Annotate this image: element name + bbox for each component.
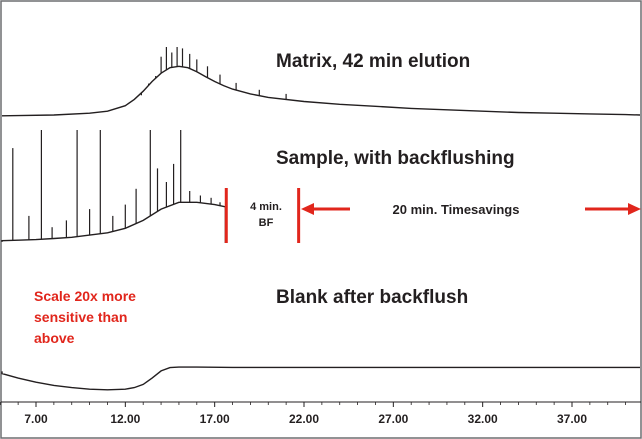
x-tick-label-3: 22.00 (289, 412, 319, 426)
scale-note-line-2: sensitive than (34, 309, 127, 325)
series-label-blank: Blank after backflush (276, 287, 468, 308)
traces (1, 47, 641, 391)
scale-note-line-1: Scale 20x more (34, 288, 136, 304)
bf-duration-label: 4 min. (250, 201, 282, 213)
x-tick-label-0: 7.00 (24, 412, 48, 426)
x-axis: 7.00 12.00 17.00 22.00 27.00 32.00 37.00 (0, 401, 641, 426)
trace-sample (1, 201, 227, 243)
x-tick-label-5: 32.00 (468, 412, 498, 426)
x-tick-label-1: 12.00 (110, 412, 140, 426)
backflush-annotation: 4 min. BF (224, 188, 301, 243)
timesavings-arrow-right-head (628, 203, 641, 215)
timesavings-annotation: 20 min. Timesavings (301, 202, 641, 217)
x-tick-label-6: 37.00 (557, 412, 587, 426)
trace-blank (1, 366, 640, 391)
timesavings-label: 20 min. Timesavings (393, 202, 520, 217)
scale-note-line-3: above (34, 330, 75, 346)
trace-matrix (1, 65, 641, 117)
scale-note: Scale 20x more sensitive than above (34, 288, 136, 346)
series-label-matrix: Matrix, 42 min elution (276, 51, 470, 72)
x-tick-label-2: 17.00 (200, 412, 230, 426)
x-tick-label-4: 27.00 (378, 412, 408, 426)
bf-label: BF (259, 217, 274, 229)
x-axis-ticks: 7.00 12.00 17.00 22.00 27.00 32.00 37.00 (0, 402, 626, 426)
series-label-sample: Sample, with backflushing (276, 148, 515, 169)
timesavings-arrow-left-head (301, 203, 314, 215)
